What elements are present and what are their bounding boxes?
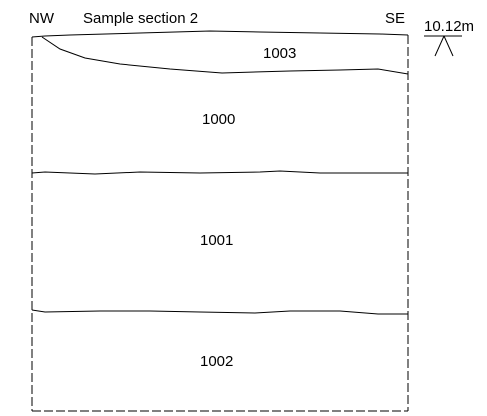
context-1003-base-boundary [41,36,409,75]
datum-triangle-icon [434,35,454,57]
section-title: Sample section 2 [83,10,198,27]
ground-surface-line [31,30,409,38]
direction-right-label: SE [385,10,405,27]
context-label-1003: 1003 [263,45,296,62]
context-label-1001: 1001 [200,232,233,249]
context-label-1000: 1000 [202,111,235,128]
direction-left-label: NW [29,10,55,27]
datum-level-label: 10.12m [424,18,474,35]
context-1000-1001-boundary [31,170,408,175]
context-label-1002: 1002 [200,353,233,370]
context-1001-1002-boundary [31,309,408,315]
